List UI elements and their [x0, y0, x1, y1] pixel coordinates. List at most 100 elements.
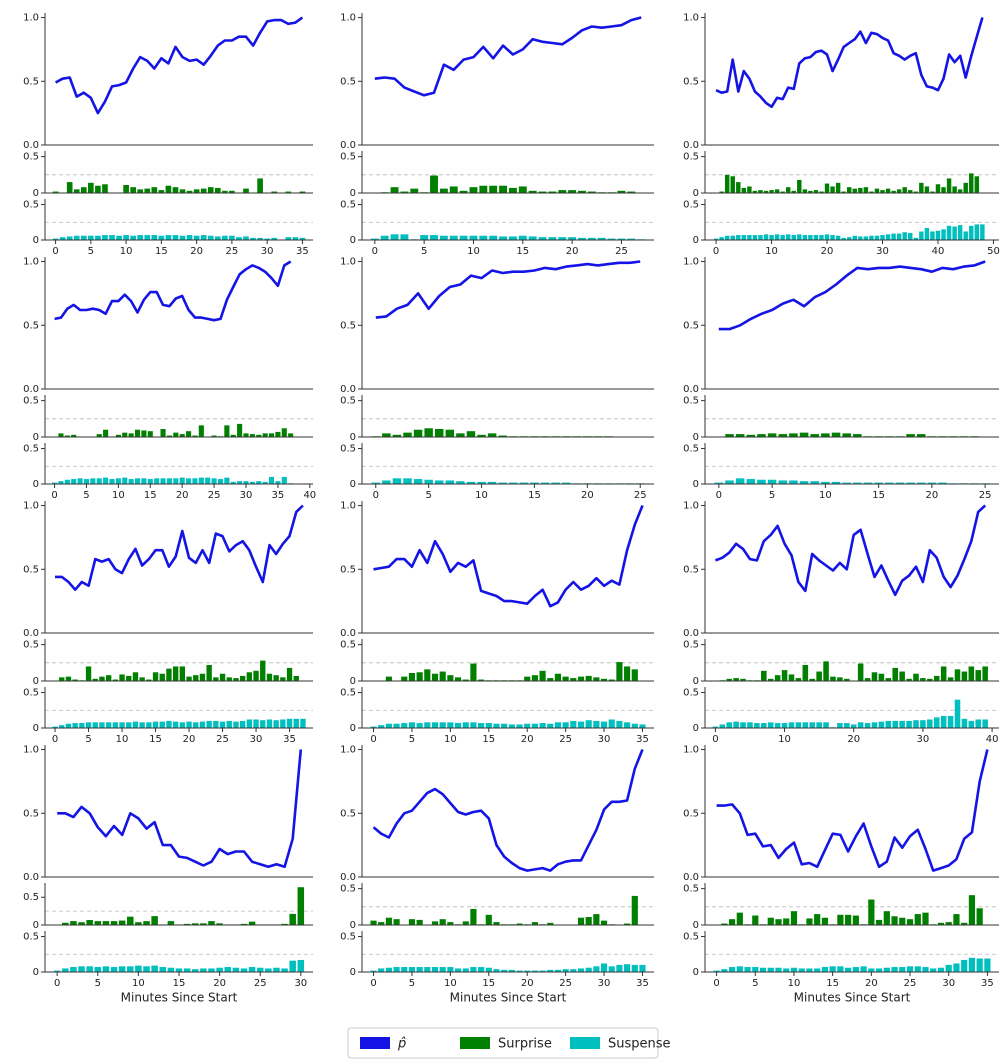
surprise-bar: [821, 917, 829, 925]
suspense-bar: [938, 482, 947, 484]
y-tick-label: 0: [350, 920, 356, 931]
suspense-bar: [424, 479, 433, 484]
suspense-bar: [891, 233, 896, 240]
surprise-bar: [248, 921, 256, 925]
suspense-bar: [835, 235, 841, 240]
surprise-bar: [134, 429, 141, 437]
suspense-bar: [775, 967, 782, 972]
suspense-bar: [885, 482, 894, 484]
surprise-bar: [370, 920, 377, 925]
y-tick-label: 0.5: [683, 396, 699, 407]
suspense-bar: [562, 969, 569, 972]
x-tick-label: 0: [712, 734, 718, 745]
suspense-bar: [216, 967, 223, 972]
x-tick-label: 35: [636, 978, 649, 989]
x-tick-label: 30: [250, 734, 263, 745]
suspense-bar: [413, 479, 423, 484]
surprise-bar: [94, 921, 102, 925]
suspense-bar: [808, 235, 813, 240]
suspense-bar: [401, 967, 408, 972]
y-tick-label: 0.5: [340, 320, 356, 331]
suspense-bar: [941, 229, 946, 240]
surprise-bar: [52, 191, 59, 193]
surprise-bar: [71, 434, 77, 437]
suspense-bar: [968, 720, 975, 728]
suspense-bar: [233, 721, 239, 728]
suspense-bar: [273, 720, 279, 728]
suspense-bar: [952, 226, 957, 240]
y-tick-label: 1.0: [23, 745, 39, 756]
x-tick-label: 20: [176, 490, 189, 501]
x-tick-label: 40: [303, 490, 316, 501]
suspense-bar: [199, 721, 206, 728]
suspense-bar: [624, 722, 631, 728]
probability-line: [54, 16, 304, 115]
surprise-bar: [752, 190, 758, 193]
x-tick-label: 20: [865, 978, 878, 989]
suspense-bar: [289, 960, 296, 972]
suspense-bar: [927, 482, 937, 484]
suspense-bar: [110, 967, 118, 972]
surprise-bar: [439, 188, 448, 193]
y-tick-label: 1.0: [340, 501, 356, 512]
suspense-bar: [79, 723, 85, 728]
y-tick-label: 0.5: [683, 444, 699, 455]
y-tick-label: 0.0: [23, 628, 39, 639]
x-tick-label: 10: [788, 978, 801, 989]
surprise-bar: [127, 916, 134, 925]
x-tick-label: 10: [765, 246, 778, 257]
suspense-bar: [735, 478, 745, 484]
suspense-bar: [860, 966, 867, 972]
suspense-bar: [59, 237, 66, 240]
suspense-bar: [445, 480, 455, 484]
suspense-bar: [746, 479, 756, 484]
suspense-bar: [757, 479, 766, 484]
surprise-bar: [78, 922, 85, 925]
legend: p̂ Surprise Suspense: [347, 1027, 671, 1059]
suspense-bar: [439, 967, 446, 972]
suspense-bar: [823, 722, 829, 728]
suspense-bar: [498, 482, 507, 484]
surprise-bar: [982, 666, 988, 681]
surprise-bar: [880, 190, 885, 193]
surprise-bar: [952, 186, 957, 193]
y-tick-label: 0: [350, 479, 356, 490]
y-tick-label: 0: [693, 920, 699, 931]
suspense-bar: [109, 479, 115, 484]
suspense-bar: [747, 235, 752, 240]
suspense-bar: [892, 720, 899, 728]
y-tick-label: 0.5: [23, 444, 39, 455]
surprise-bar: [913, 191, 919, 193]
suspense-bar: [236, 237, 242, 240]
surprise-bar: [878, 673, 885, 681]
surprise-bar: [239, 675, 246, 681]
suspense-bar: [747, 722, 753, 728]
suspense-bar: [85, 722, 92, 728]
suspense-bar: [102, 966, 110, 972]
suspense-bar: [824, 234, 830, 240]
surprise-bar: [285, 191, 292, 193]
x-tick-label: 20: [847, 734, 860, 745]
suspense-bar: [205, 477, 211, 484]
suspense-bar: [736, 966, 743, 972]
suspense-bar: [600, 963, 608, 972]
surprise-bar: [783, 918, 790, 925]
surprise-bar: [528, 190, 537, 193]
surprise-bar: [102, 921, 110, 925]
surprise-bar: [408, 673, 416, 681]
suspense-bar: [538, 237, 547, 240]
suspense-bar: [528, 236, 537, 240]
suspense-bar: [744, 967, 751, 972]
y-tick-label: 0.5: [23, 320, 39, 331]
suspense-bar: [829, 966, 836, 972]
surprise-bar: [219, 673, 226, 681]
suspense-bar: [207, 235, 214, 240]
y-tick-label: 0: [693, 723, 699, 734]
suspense-bar: [758, 235, 763, 240]
suspense-bar: [899, 967, 906, 972]
surprise-bar: [617, 190, 626, 193]
suspense-bar: [144, 235, 151, 240]
suspense-bar: [547, 969, 554, 972]
x-tick-label: 15: [173, 978, 186, 989]
